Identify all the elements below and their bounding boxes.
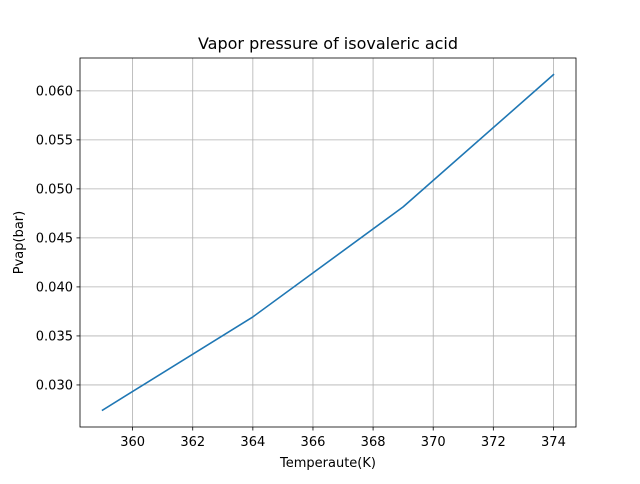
y-tick-label: 0.050 xyxy=(36,182,73,197)
x-tick-label: 372 xyxy=(481,435,506,450)
x-tick-label: 368 xyxy=(361,435,386,450)
grid-lines xyxy=(80,58,576,427)
x-tick-label: 374 xyxy=(541,435,566,450)
x-tick-label: 362 xyxy=(180,435,205,450)
y-tick-label: 0.045 xyxy=(36,231,73,246)
y-tick-label: 0.030 xyxy=(36,378,73,393)
y-axis-label: Pvap(bar) xyxy=(12,211,27,274)
x-tick-label: 370 xyxy=(421,435,446,450)
series-line-1 xyxy=(101,73,555,412)
x-tick-label: 364 xyxy=(240,435,265,450)
x-tick-label: 366 xyxy=(301,435,326,450)
axes-frame xyxy=(79,57,577,428)
y-tick-label: 0.055 xyxy=(36,133,73,148)
y-tick-label: 0.035 xyxy=(36,329,73,344)
y-tick-label: 0.040 xyxy=(36,280,73,295)
ticks-layer: 360 362 364 366 368 370 372 374 0.030 0.035 0.040 0… xyxy=(36,84,566,450)
series-layer xyxy=(101,73,555,412)
chart-title: Vapor pressure of isovaleric acid xyxy=(198,34,458,53)
y-tick-label: 0.060 xyxy=(36,84,73,99)
x-axis-label: Temperaute(K) xyxy=(279,456,376,471)
x-tick-label: 360 xyxy=(120,435,145,450)
